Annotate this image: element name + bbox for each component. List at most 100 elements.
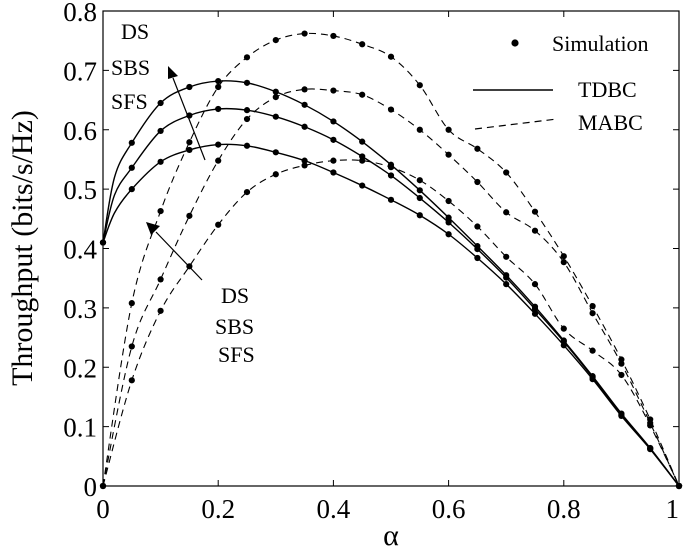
sim-point-tdbc-sbs bbox=[531, 305, 539, 313]
sim-point-tdbc-sfs bbox=[243, 142, 251, 149]
sim-point-tdbc-ds bbox=[301, 101, 308, 108]
sim-point-mabc-sfs bbox=[272, 171, 279, 178]
sim-point-tdbc-sbs bbox=[157, 127, 164, 135]
sim-point-tdbc-ds bbox=[157, 99, 164, 107]
legend-label-tdbc: TDBC bbox=[578, 77, 637, 102]
tdbc-annotation-ds: DS bbox=[121, 19, 149, 44]
sim-point-mabc-sbs bbox=[445, 151, 452, 158]
sim-point-mabc-sbs bbox=[359, 91, 366, 98]
sim-point-mabc-ds bbox=[128, 300, 135, 307]
sim-point-mabc-sbs bbox=[243, 115, 251, 123]
sim-point-mabc-ds bbox=[445, 126, 452, 133]
sim-point-tdbc-sfs bbox=[330, 169, 337, 176]
sim-point-mabc-sfs bbox=[589, 347, 596, 354]
sim-point-tdbc-sfs bbox=[359, 182, 366, 189]
y-tick-label: 0.5 bbox=[63, 175, 97, 205]
sim-point-mabc-ds bbox=[416, 82, 423, 89]
sim-point-tdbc-ds bbox=[445, 214, 452, 221]
sim-point-mabc-sbs bbox=[503, 209, 510, 216]
sim-point-mabc-sfs bbox=[359, 157, 366, 164]
x-tick-label: 0.8 bbox=[547, 494, 581, 524]
sim-point-mabc-sfs bbox=[560, 325, 567, 332]
sim-point-tdbc-sfs bbox=[531, 310, 539, 317]
sim-point-tdbc-sbs bbox=[416, 194, 423, 202]
sim-point-mabc-sbs bbox=[560, 259, 567, 266]
sim-point-tdbc-sbs bbox=[128, 164, 135, 171]
sim-point-mabc-sbs bbox=[416, 126, 423, 133]
sim-point-tdbc-ds bbox=[215, 77, 222, 85]
sim-point-mabc-ds bbox=[503, 169, 510, 176]
sim-point-tdbc-ds bbox=[128, 139, 135, 146]
sim-point-tdbc-sbs bbox=[474, 245, 481, 253]
x-tick-label: 0.2 bbox=[201, 494, 235, 524]
sim-point-tdbc-sbs bbox=[215, 105, 222, 113]
marker-layer bbox=[99, 30, 683, 490]
sim-point-tdbc-sfs bbox=[474, 254, 481, 262]
sim-point-tdbc-sbs bbox=[387, 172, 395, 179]
sim-point-mabc-sfs bbox=[330, 157, 337, 164]
sim-point-mabc-sfs bbox=[387, 164, 395, 171]
sim-point-tdbc-ds bbox=[416, 187, 423, 194]
sim-point-tdbc-ds bbox=[272, 88, 279, 95]
tdbc-annotation-sbs: SBS bbox=[111, 55, 150, 80]
sim-point-mabc-ds bbox=[243, 54, 251, 61]
sim-point-mabc-ds bbox=[359, 41, 366, 48]
sim-point-mabc-ds bbox=[186, 139, 193, 146]
sim-point-tdbc-sfs bbox=[301, 157, 308, 164]
sim-point-tdbc-sfs bbox=[589, 376, 596, 383]
legend-marker-simulation bbox=[511, 39, 519, 47]
sim-point-tdbc-sfs bbox=[618, 412, 625, 420]
sim-point-mabc-sbs bbox=[128, 343, 135, 350]
sim-point-tdbc-sfs bbox=[387, 196, 395, 203]
sim-point-mabc-ds bbox=[474, 145, 481, 152]
sim-point-mabc-sfs bbox=[647, 422, 654, 429]
sim-point-mabc-ds bbox=[157, 207, 164, 215]
tick-layer: 0 0.2 0.4 0.6 0.8 1 0 0.1 0.2 0.3 0.4 0.5 0.6 0.7 0.8 bbox=[63, 0, 680, 524]
sim-point-mabc-sbs bbox=[330, 87, 337, 94]
sim-point-mabc-sbs bbox=[531, 227, 539, 234]
x-axis-label: α bbox=[383, 519, 399, 548]
sim-point-tdbc-sfs bbox=[647, 446, 654, 453]
x-tick-label: 0 bbox=[96, 494, 110, 524]
x-tick-label: 0.6 bbox=[432, 494, 466, 524]
sim-point-tdbc-sbs bbox=[272, 113, 279, 120]
legend: Simulation TDBC MABC bbox=[473, 31, 649, 135]
y-tick-label: 0.3 bbox=[63, 294, 97, 324]
sim-point-mabc-ds bbox=[215, 83, 222, 91]
sim-point-tdbc-sfs bbox=[503, 281, 510, 288]
y-tick-label: 0.6 bbox=[63, 116, 97, 146]
sim-point-mabc-sfs bbox=[243, 188, 251, 196]
series-line-tdbc-ds bbox=[102, 80, 680, 487]
legend-label-simulation: Simulation bbox=[552, 31, 649, 56]
sim-point-mabc-sbs bbox=[272, 93, 279, 101]
sim-point-mabc-ds bbox=[387, 53, 395, 60]
sim-point-mabc-sfs bbox=[301, 162, 308, 169]
sim-point-mabc-ds bbox=[330, 32, 337, 40]
sim-point-mabc-sbs bbox=[157, 276, 164, 283]
y-tick-label: 0 bbox=[84, 472, 98, 502]
tdbc-arrow-head bbox=[168, 66, 178, 79]
sim-point-mabc-sfs bbox=[215, 221, 222, 228]
sim-point-mabc-sbs bbox=[215, 157, 222, 164]
sim-point-mabc-sfs bbox=[503, 253, 510, 260]
series-line-tdbc-sbs bbox=[102, 107, 680, 487]
mabc-annotation-ds: DS bbox=[221, 283, 249, 308]
sim-point-mabc-sfs bbox=[157, 307, 164, 314]
sim-point-mabc-sbs bbox=[589, 310, 596, 317]
sim-point-tdbc-ds bbox=[186, 83, 193, 91]
sim-point-mabc-sbs bbox=[301, 86, 308, 93]
sim-point-tdbc-sfs bbox=[272, 149, 279, 156]
y-axis-label: Throughput (bits/s/Hz) bbox=[6, 110, 39, 386]
sim-point-mabc-ds bbox=[560, 253, 567, 260]
sim-point-tdbc-sbs bbox=[503, 274, 510, 281]
sim-point-mabc-sbs bbox=[186, 212, 193, 219]
sim-point-mabc-sfs bbox=[618, 371, 625, 379]
sim-point-mabc-sfs bbox=[416, 177, 423, 184]
sim-point-mabc-ds bbox=[272, 36, 279, 44]
sim-point-mabc-sfs bbox=[474, 223, 481, 230]
mabc-arrow-shaft bbox=[155, 231, 203, 281]
tdbc-arrow-shaft bbox=[172, 77, 206, 161]
y-tick-label: 0.1 bbox=[63, 413, 97, 443]
